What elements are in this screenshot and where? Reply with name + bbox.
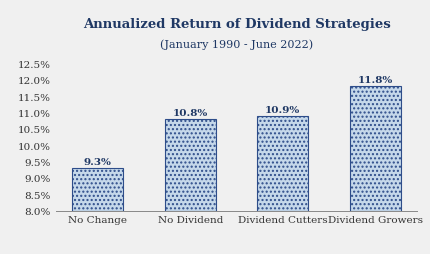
Text: 10.9%: 10.9%	[265, 105, 301, 114]
Text: 9.3%: 9.3%	[84, 157, 112, 166]
Text: 10.8%: 10.8%	[172, 108, 208, 118]
Text: (January 1990 - June 2022): (January 1990 - June 2022)	[160, 39, 313, 50]
Text: Annualized Return of Dividend Strategies: Annualized Return of Dividend Strategies	[83, 18, 390, 31]
Bar	[165, 119, 216, 211]
Text: 11.8%: 11.8%	[358, 76, 393, 85]
Bar	[72, 168, 123, 211]
Title: Annualized Return of Dividend Strategies
(January 1990 - June 2022): Annualized Return of Dividend Strategies…	[0, 253, 1, 254]
Bar	[350, 87, 401, 211]
Bar	[257, 116, 308, 211]
